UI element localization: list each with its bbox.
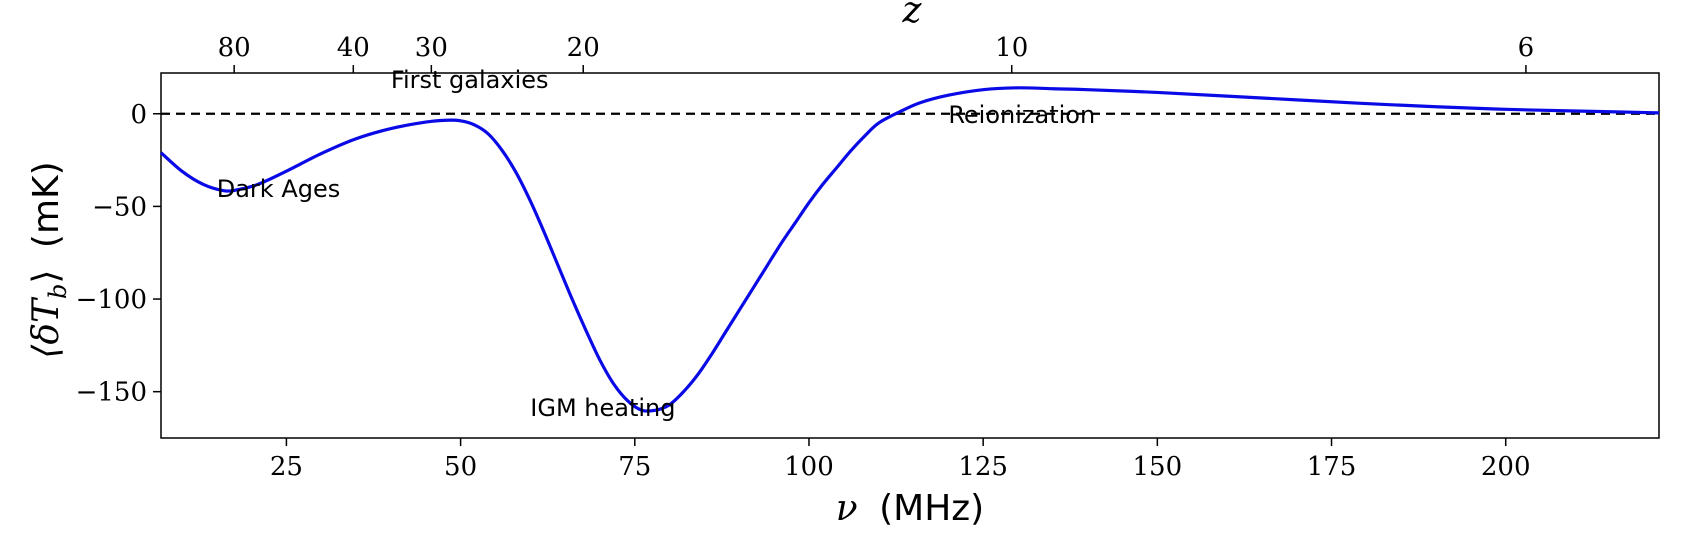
x-tick-label: 200: [1481, 452, 1531, 482]
y-axis-ticks: 0 −50 −100 −150: [76, 100, 161, 408]
x-tick-label: 125: [958, 452, 1008, 482]
annotation-label: IGM heating: [530, 394, 675, 422]
top-axis-ticks: 80 40 30 20 10 6: [218, 33, 1535, 73]
plot-frame: [160, 72, 1660, 439]
top-tick-label: 80: [218, 33, 251, 63]
x-axis-symbol: ν: [836, 488, 858, 529]
y-tick-label: −100: [76, 285, 147, 315]
top-axis-label: z: [902, 0, 923, 31]
y-axis-subscript: b: [44, 284, 72, 299]
y-tick-label: 0: [130, 100, 147, 130]
annotation-label: Reionization: [948, 101, 1095, 129]
series-line-global-signal: [159, 86, 1660, 413]
y-tick-label: −50: [92, 192, 147, 222]
top-tick-label: 10: [995, 33, 1028, 63]
y-tick-label: −150: [76, 378, 147, 408]
x-tick-label: 50: [444, 452, 477, 482]
x-axis-ticks: 25 50 75 100 125 150 175 200: [270, 438, 1531, 482]
y-axis-symbol: ⟨δT: [26, 296, 67, 359]
x-axis-unit: (MHz): [879, 488, 984, 529]
y-axis-bracket: ⟩: [26, 270, 67, 284]
x-tick-label: 150: [1133, 452, 1183, 482]
x-axis-label: ν (MHz): [836, 488, 984, 529]
x-tick-label: 175: [1307, 452, 1357, 482]
top-tick-label: 6: [1518, 33, 1535, 63]
y-axis-label: ⟨δTb⟩ (mK): [26, 161, 72, 358]
annotation-label: Dark Ages: [217, 175, 341, 203]
annotations: Dark Ages First galaxies IGM heating Reioni…: [217, 66, 1095, 422]
x-tick-label: 75: [618, 452, 651, 482]
x-tick-label: 25: [270, 452, 303, 482]
y-axis-unit: (mK): [26, 161, 67, 248]
top-tick-label: 30: [415, 33, 448, 63]
annotation-label: First galaxies: [391, 66, 549, 94]
x-tick-label: 100: [784, 452, 834, 482]
top-tick-label: 20: [567, 33, 600, 63]
top-tick-label: 40: [337, 33, 370, 63]
